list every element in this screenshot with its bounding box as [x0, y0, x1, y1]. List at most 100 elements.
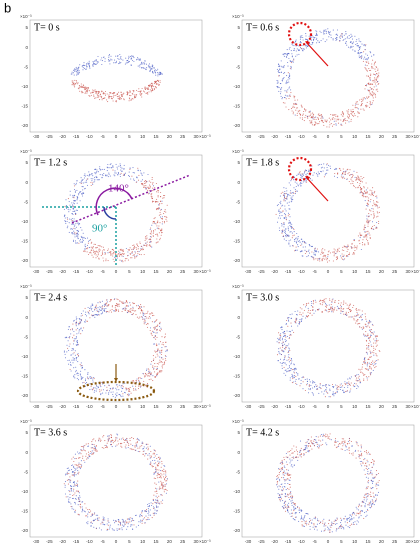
particle — [354, 105, 356, 107]
particle — [160, 488, 162, 490]
particle — [80, 378, 82, 381]
particle — [97, 171, 99, 173]
particle — [285, 53, 287, 55]
particle — [332, 118, 334, 120]
x-tick-label: -15 — [73, 134, 80, 139]
particle — [65, 222, 67, 224]
particle — [302, 36, 304, 39]
particle — [298, 173, 300, 175]
particle — [156, 191, 158, 193]
particle — [284, 90, 286, 92]
particle — [113, 261, 115, 263]
particle — [356, 248, 358, 250]
particle — [325, 29, 327, 31]
particle — [112, 96, 115, 98]
particle — [359, 183, 361, 185]
particle — [129, 386, 131, 389]
particle — [88, 95, 90, 97]
particle — [152, 355, 154, 357]
particle — [373, 79, 375, 81]
particle — [287, 317, 289, 319]
particle — [312, 387, 314, 389]
particle — [290, 225, 292, 227]
particle — [280, 95, 282, 97]
particle — [368, 342, 370, 344]
particle — [306, 316, 308, 318]
particle — [379, 350, 381, 352]
particle — [147, 443, 149, 445]
particle — [340, 310, 342, 312]
particle — [147, 505, 149, 507]
particle — [135, 310, 137, 312]
particle — [366, 379, 368, 381]
y-tick-label: 0 — [237, 45, 240, 50]
particle — [146, 67, 148, 69]
particle — [75, 66, 77, 68]
particle — [318, 386, 320, 388]
particle — [311, 120, 313, 122]
particle — [375, 345, 377, 347]
particle — [332, 523, 334, 525]
particle — [307, 45, 309, 47]
particle — [161, 370, 163, 372]
x-tick-label: 0 — [327, 134, 330, 139]
particle — [364, 88, 366, 90]
particle — [294, 504, 296, 506]
particle — [153, 86, 155, 88]
particle — [163, 213, 165, 215]
particle — [317, 251, 320, 253]
particle — [366, 220, 368, 222]
particle — [351, 242, 353, 244]
particle — [87, 306, 89, 309]
particle — [156, 373, 158, 375]
particle — [122, 393, 124, 395]
particle — [119, 175, 121, 178]
particle — [110, 55, 112, 57]
particle — [284, 333, 286, 335]
y-tick-label: 0 — [25, 450, 28, 455]
particle — [309, 312, 311, 314]
particle — [292, 105, 294, 107]
particle — [72, 456, 74, 458]
particle — [71, 458, 73, 460]
particle — [98, 258, 100, 260]
particle — [107, 524, 109, 526]
particle — [125, 57, 127, 59]
particle — [75, 369, 77, 371]
particle — [163, 478, 166, 480]
particle — [143, 323, 145, 325]
x-tick-label: -15 — [285, 269, 292, 274]
particle — [358, 326, 361, 328]
particle — [63, 483, 65, 485]
particle — [292, 378, 294, 380]
particle — [320, 117, 322, 119]
particle — [122, 520, 124, 522]
particle — [84, 173, 86, 175]
particle — [78, 514, 80, 516]
particle — [112, 387, 114, 389]
particle — [107, 528, 109, 531]
particle — [165, 475, 167, 477]
particle — [75, 498, 77, 500]
particle — [102, 246, 104, 248]
particle — [376, 81, 378, 83]
particle — [86, 92, 88, 94]
particle — [322, 121, 324, 123]
particle — [367, 221, 369, 224]
particle — [281, 66, 283, 68]
particle — [81, 506, 83, 508]
particle — [368, 63, 370, 65]
particle — [299, 41, 302, 43]
particle — [128, 175, 130, 177]
particle — [304, 252, 306, 255]
particle — [375, 89, 377, 91]
particle — [71, 474, 73, 476]
particle — [312, 116, 314, 118]
particle — [329, 298, 331, 300]
particle — [119, 53, 121, 56]
particle — [370, 361, 373, 364]
particle — [275, 478, 278, 480]
particle — [103, 91, 105, 93]
x-tick-label: -30 — [245, 134, 252, 139]
particle — [294, 372, 296, 374]
